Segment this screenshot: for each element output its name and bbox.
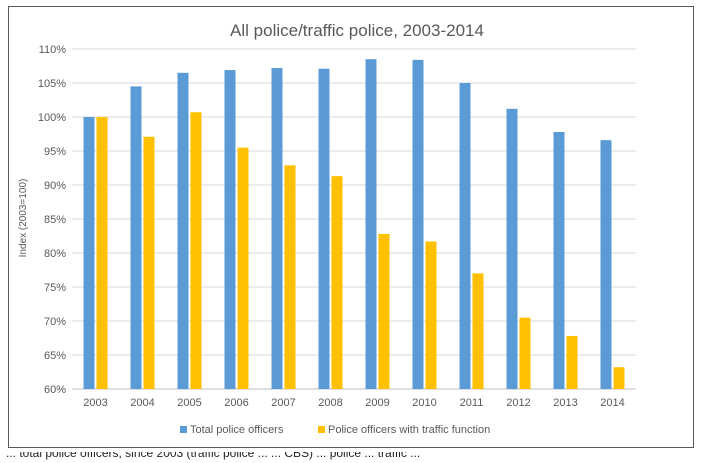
bar-traffic-police xyxy=(190,112,202,390)
chart-frame xyxy=(8,6,694,448)
bar-traffic-police xyxy=(284,165,296,389)
y-tick-label: 70% xyxy=(44,316,66,328)
bar-traffic-police xyxy=(519,317,531,389)
gridlines xyxy=(72,48,636,390)
x-tick-label: 2007 xyxy=(271,397,295,409)
y-axis-label: Index (2003=100) xyxy=(18,179,29,258)
bar-total-police xyxy=(506,108,518,389)
legend-swatch-total xyxy=(180,426,187,433)
x-tick-label: 2004 xyxy=(130,397,154,409)
y-tick-label: 85% xyxy=(44,214,66,226)
bar-total-police xyxy=(365,59,377,389)
x-tick-label: 2003 xyxy=(83,397,107,409)
footer-strip: ... total police officers, since 2003 (t… xyxy=(0,452,701,463)
y-tick-label: 65% xyxy=(44,350,66,362)
x-tick-labels: 2003 2004 2005 2006 2007 2008 2009 2010 2011 2012… xyxy=(83,397,624,409)
y-tick-label: 90% xyxy=(44,180,66,192)
bar-traffic-police xyxy=(237,147,249,389)
y-tick-label: 75% xyxy=(44,282,66,294)
y-tick-labels: 60% 65% 70% 75% 80% 85% 90% 95% 100% 105% 110% xyxy=(38,44,66,396)
x-tick-label: 2013 xyxy=(553,397,577,409)
x-tick-label: 2008 xyxy=(318,397,342,409)
bar-total-police xyxy=(553,131,565,389)
bar-chart: All police/traffic police, 2003-2014 60%… xyxy=(18,21,636,436)
x-tick-label: 2005 xyxy=(177,397,201,409)
bar-traffic-police xyxy=(425,241,437,389)
bar-traffic-police xyxy=(613,367,625,389)
bar-total-police xyxy=(177,72,189,390)
chart-title: All police/traffic police, 2003-2014 xyxy=(230,21,484,40)
y-tick-label: 95% xyxy=(44,146,66,158)
bar-traffic-police xyxy=(472,273,484,389)
x-tick-label: 2011 xyxy=(460,397,484,409)
bar-traffic-police xyxy=(143,136,155,389)
x-tick-label: 2012 xyxy=(506,397,530,409)
x-tick-label: 2010 xyxy=(412,397,436,409)
bar-total-police xyxy=(459,83,471,389)
x-tick-label: 2014 xyxy=(600,397,624,409)
bar-traffic-police xyxy=(331,176,343,389)
legend-label-traffic: Police officers with traffic function xyxy=(328,424,490,436)
bar-traffic-police xyxy=(566,335,578,389)
legend-swatch-traffic xyxy=(318,426,325,433)
y-tick-label: 100% xyxy=(38,112,66,124)
bar-total-police xyxy=(83,117,95,389)
bar-traffic-police xyxy=(96,117,108,389)
legend-label-total: Total police officers xyxy=(190,424,284,436)
bar-total-police xyxy=(271,68,283,389)
x-tick-label: 2009 xyxy=(365,397,389,409)
y-tick-label: 110% xyxy=(39,44,67,56)
legend: Total police officers Police officers wi… xyxy=(180,424,490,436)
bar-traffic-police xyxy=(378,233,390,389)
y-tick-label: 105% xyxy=(38,78,66,90)
y-tick-label: 60% xyxy=(44,384,66,396)
bar-total-police xyxy=(600,140,612,389)
bar-total-police xyxy=(318,68,330,389)
bar-total-police xyxy=(224,70,236,389)
footer-text: ... total police officers, since 2003 (t… xyxy=(6,452,421,460)
bar-total-police xyxy=(412,59,424,389)
x-tick-label: 2006 xyxy=(224,397,248,409)
bar-total-police xyxy=(130,86,142,390)
bars xyxy=(83,59,625,390)
y-tick-label: 80% xyxy=(44,248,66,260)
